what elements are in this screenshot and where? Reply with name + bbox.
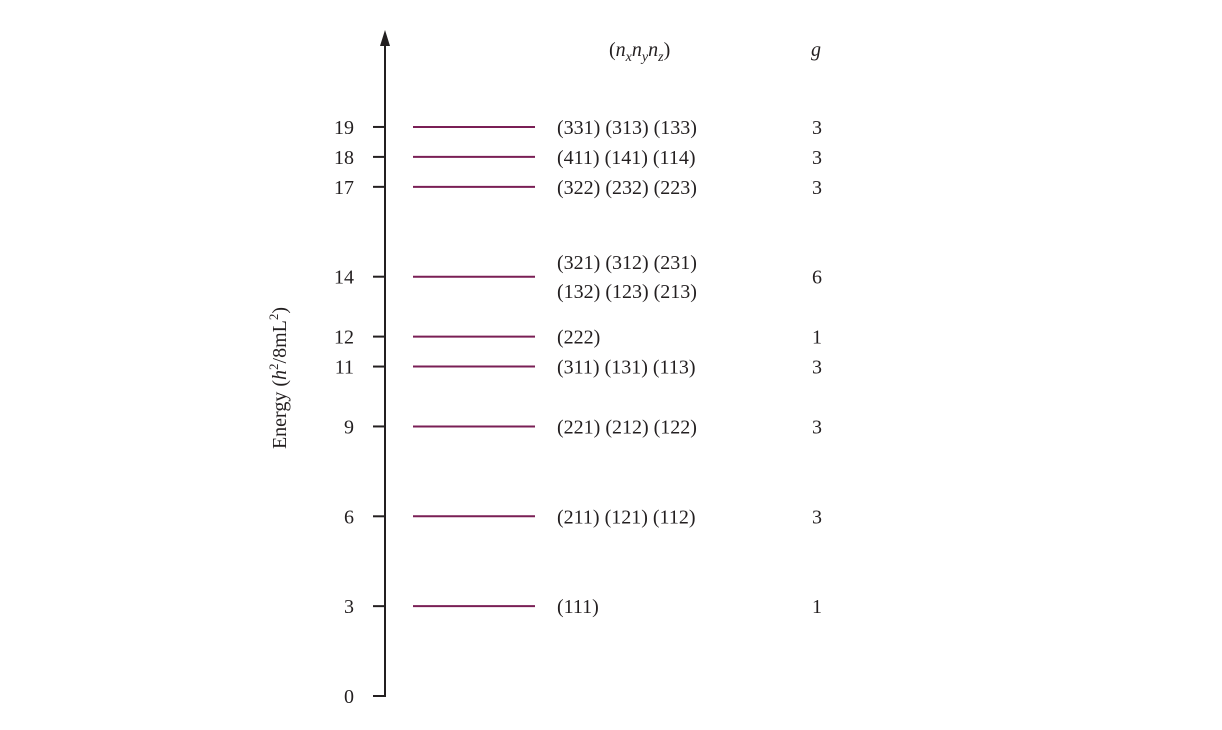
degeneracy-value: 3 bbox=[812, 416, 822, 438]
tick-label: 17 bbox=[334, 177, 354, 199]
tick-label: 11 bbox=[335, 357, 354, 379]
quantum-state-label: (322) (232) (223) bbox=[557, 177, 697, 199]
quantum-state-label: (321) (312) (231) bbox=[557, 252, 697, 274]
energy-levels: (331) (313) (133) 3 (411) (141) (114) 3 (322… bbox=[413, 117, 822, 618]
quantum-state-label: (222) bbox=[557, 327, 600, 349]
degeneracy-value: 3 bbox=[812, 147, 822, 169]
quantum-state-label: (111) bbox=[557, 596, 599, 618]
tick-label: 14 bbox=[334, 267, 354, 289]
tick-label: 18 bbox=[334, 147, 354, 169]
quantum-state-label: (411) (141) (114) bbox=[557, 147, 695, 169]
degeneracy-value: 3 bbox=[812, 117, 822, 139]
axis-arrowhead bbox=[380, 30, 390, 46]
quantum-state-label: (221) (212) (122) bbox=[557, 416, 697, 438]
degeneracy-value: 3 bbox=[812, 506, 822, 528]
degeneracy-value: 3 bbox=[812, 177, 822, 199]
tick-label: 12 bbox=[334, 327, 354, 349]
tick-label: 9 bbox=[344, 416, 354, 438]
axis-title: Energy (h2/8mL2) bbox=[266, 307, 291, 449]
degeneracy-value: 3 bbox=[812, 357, 822, 379]
degeneracy-value: 1 bbox=[812, 327, 822, 349]
degeneracy-column-header: g bbox=[811, 39, 821, 61]
tick-label: 6 bbox=[344, 506, 354, 528]
axis-ticks: 0 3 6 9 11 12 14 17 18 19 bbox=[334, 117, 385, 708]
quantum-state-label: (331) (313) (133) bbox=[557, 117, 697, 139]
degeneracy-value: 1 bbox=[812, 596, 822, 618]
tick-label: 3 bbox=[344, 596, 354, 618]
tick-label: 19 bbox=[334, 117, 354, 139]
tick-label: 0 bbox=[344, 686, 354, 708]
states-column-header: (nxnynz) bbox=[609, 39, 670, 65]
quantum-state-label: (132) (123) (213) bbox=[557, 281, 697, 303]
degeneracy-value: 6 bbox=[812, 267, 822, 289]
quantum-state-label: (211) (121) (112) bbox=[557, 506, 695, 528]
quantum-state-label: (311) (131) (113) bbox=[557, 357, 695, 379]
